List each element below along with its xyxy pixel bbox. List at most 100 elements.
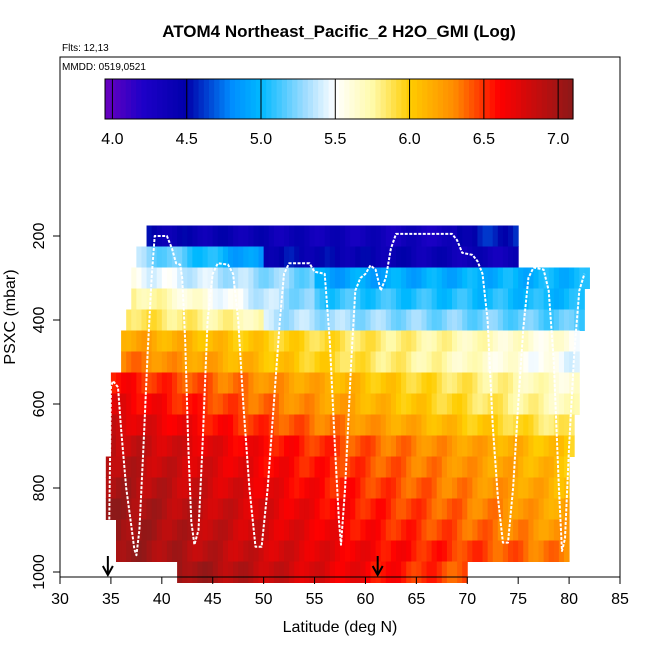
heatmap-cell xyxy=(375,288,382,310)
heatmap-cell xyxy=(487,309,494,331)
heatmap-cell xyxy=(370,393,377,415)
heatmap-cell xyxy=(172,435,178,457)
heatmap-cell xyxy=(197,540,204,562)
heatmap-cell xyxy=(497,288,504,310)
heatmap-cell xyxy=(365,267,372,289)
heatmap-cell xyxy=(299,540,305,562)
heatmap-cell xyxy=(309,540,316,562)
heatmap-cell xyxy=(217,330,224,352)
heatmap-cell xyxy=(441,540,448,562)
heatmap-cell xyxy=(212,288,219,310)
heatmap-cell xyxy=(207,435,214,457)
heatmap-cell xyxy=(207,519,214,541)
heatmap-cell xyxy=(401,393,407,415)
heatmap-cell xyxy=(340,246,346,268)
heatmap-cell xyxy=(238,393,244,415)
heatmap-cell xyxy=(192,288,198,310)
heatmap-cell xyxy=(228,330,234,352)
heatmap-cell xyxy=(365,393,372,415)
heatmap-cell xyxy=(446,435,453,457)
heatmap-cell xyxy=(304,477,310,499)
heatmap-cell xyxy=(304,540,310,562)
colorbar-swatch xyxy=(531,79,538,119)
heatmap-cell xyxy=(487,435,494,457)
heatmap-cell xyxy=(508,225,514,247)
heatmap-cell xyxy=(136,351,142,373)
heatmap-cell xyxy=(553,519,560,541)
heatmap-cell xyxy=(513,225,519,247)
heatmap-cell xyxy=(421,267,428,289)
heatmap-cell xyxy=(502,540,509,562)
heatmap-cell xyxy=(370,477,377,499)
heatmap-cell xyxy=(243,561,249,583)
heatmap-cell xyxy=(564,267,570,289)
heatmap-cell xyxy=(523,477,529,499)
heatmap-cell xyxy=(192,372,198,394)
heatmap-cell xyxy=(146,267,153,289)
heatmap-cell xyxy=(467,351,473,373)
colorbar-tick-label: 5.0 xyxy=(250,131,272,148)
flight-track xyxy=(107,232,586,557)
heatmap-cell xyxy=(182,288,188,310)
heatmap-cell xyxy=(294,435,300,457)
heatmap-cell xyxy=(126,330,132,352)
heatmap-cell xyxy=(324,435,331,457)
heatmap-cell xyxy=(202,330,209,352)
heatmap-cell xyxy=(151,351,158,373)
heatmap-cell xyxy=(564,309,570,331)
heatmap-cell xyxy=(365,309,372,331)
heatmap-cell xyxy=(421,477,428,499)
heatmap-cell xyxy=(421,393,428,415)
heatmap-cell xyxy=(131,477,137,499)
heatmap-cell xyxy=(411,519,417,541)
heatmap-cell xyxy=(299,498,305,520)
heatmap-cell xyxy=(187,309,193,331)
heatmap-cell xyxy=(233,456,239,478)
colorbar-swatch xyxy=(307,79,314,119)
y-tick-label: 1000 xyxy=(31,554,48,590)
heatmap-cell xyxy=(289,267,295,289)
heatmap-cell xyxy=(426,456,433,478)
heatmap-cell xyxy=(268,498,275,520)
heatmap-cell xyxy=(457,393,463,415)
heatmap-cell xyxy=(421,330,428,352)
heatmap-cell xyxy=(156,351,163,373)
heatmap-cell xyxy=(166,351,173,373)
heatmap-cell xyxy=(304,309,310,331)
heatmap-cell xyxy=(268,246,275,268)
chart-title: ATOM4 Northeast_Pacific_2 H2O_GMI (Log) xyxy=(162,22,516,41)
heatmap-cell xyxy=(324,351,331,373)
heatmap-cell xyxy=(278,456,285,478)
heatmap-cell xyxy=(467,393,473,415)
heatmap-cell xyxy=(334,372,341,394)
heatmap-cell xyxy=(446,351,453,373)
heatmap-cell xyxy=(396,561,402,583)
heatmap-cell xyxy=(202,225,209,247)
heatmap-cell xyxy=(299,309,305,331)
heatmap-cell xyxy=(340,351,346,373)
heatmap-cell xyxy=(182,477,188,499)
heatmap-cell xyxy=(238,540,244,562)
heatmap-cell xyxy=(212,267,219,289)
heatmap-cell xyxy=(172,498,178,520)
heatmap-cell xyxy=(360,414,366,436)
heatmap-cell xyxy=(110,456,117,478)
heatmap-cell xyxy=(345,246,351,268)
heatmap-cell xyxy=(334,267,341,289)
heatmap-cell xyxy=(212,246,219,268)
heatmap-cell xyxy=(416,435,422,457)
heatmap-cell xyxy=(284,414,290,436)
heatmap-cell xyxy=(197,267,204,289)
heatmap-cell xyxy=(217,540,224,562)
heatmap-cell xyxy=(222,456,229,478)
heatmap-cell xyxy=(329,498,336,520)
heatmap-cell xyxy=(329,414,336,436)
heatmap-cell xyxy=(309,309,316,331)
heatmap-cell xyxy=(406,330,412,352)
heatmap-cell xyxy=(553,372,560,394)
heatmap-cell xyxy=(406,414,412,436)
heatmap-cell xyxy=(350,519,356,541)
heatmap-cell xyxy=(360,246,366,268)
heatmap-cell xyxy=(161,435,168,457)
